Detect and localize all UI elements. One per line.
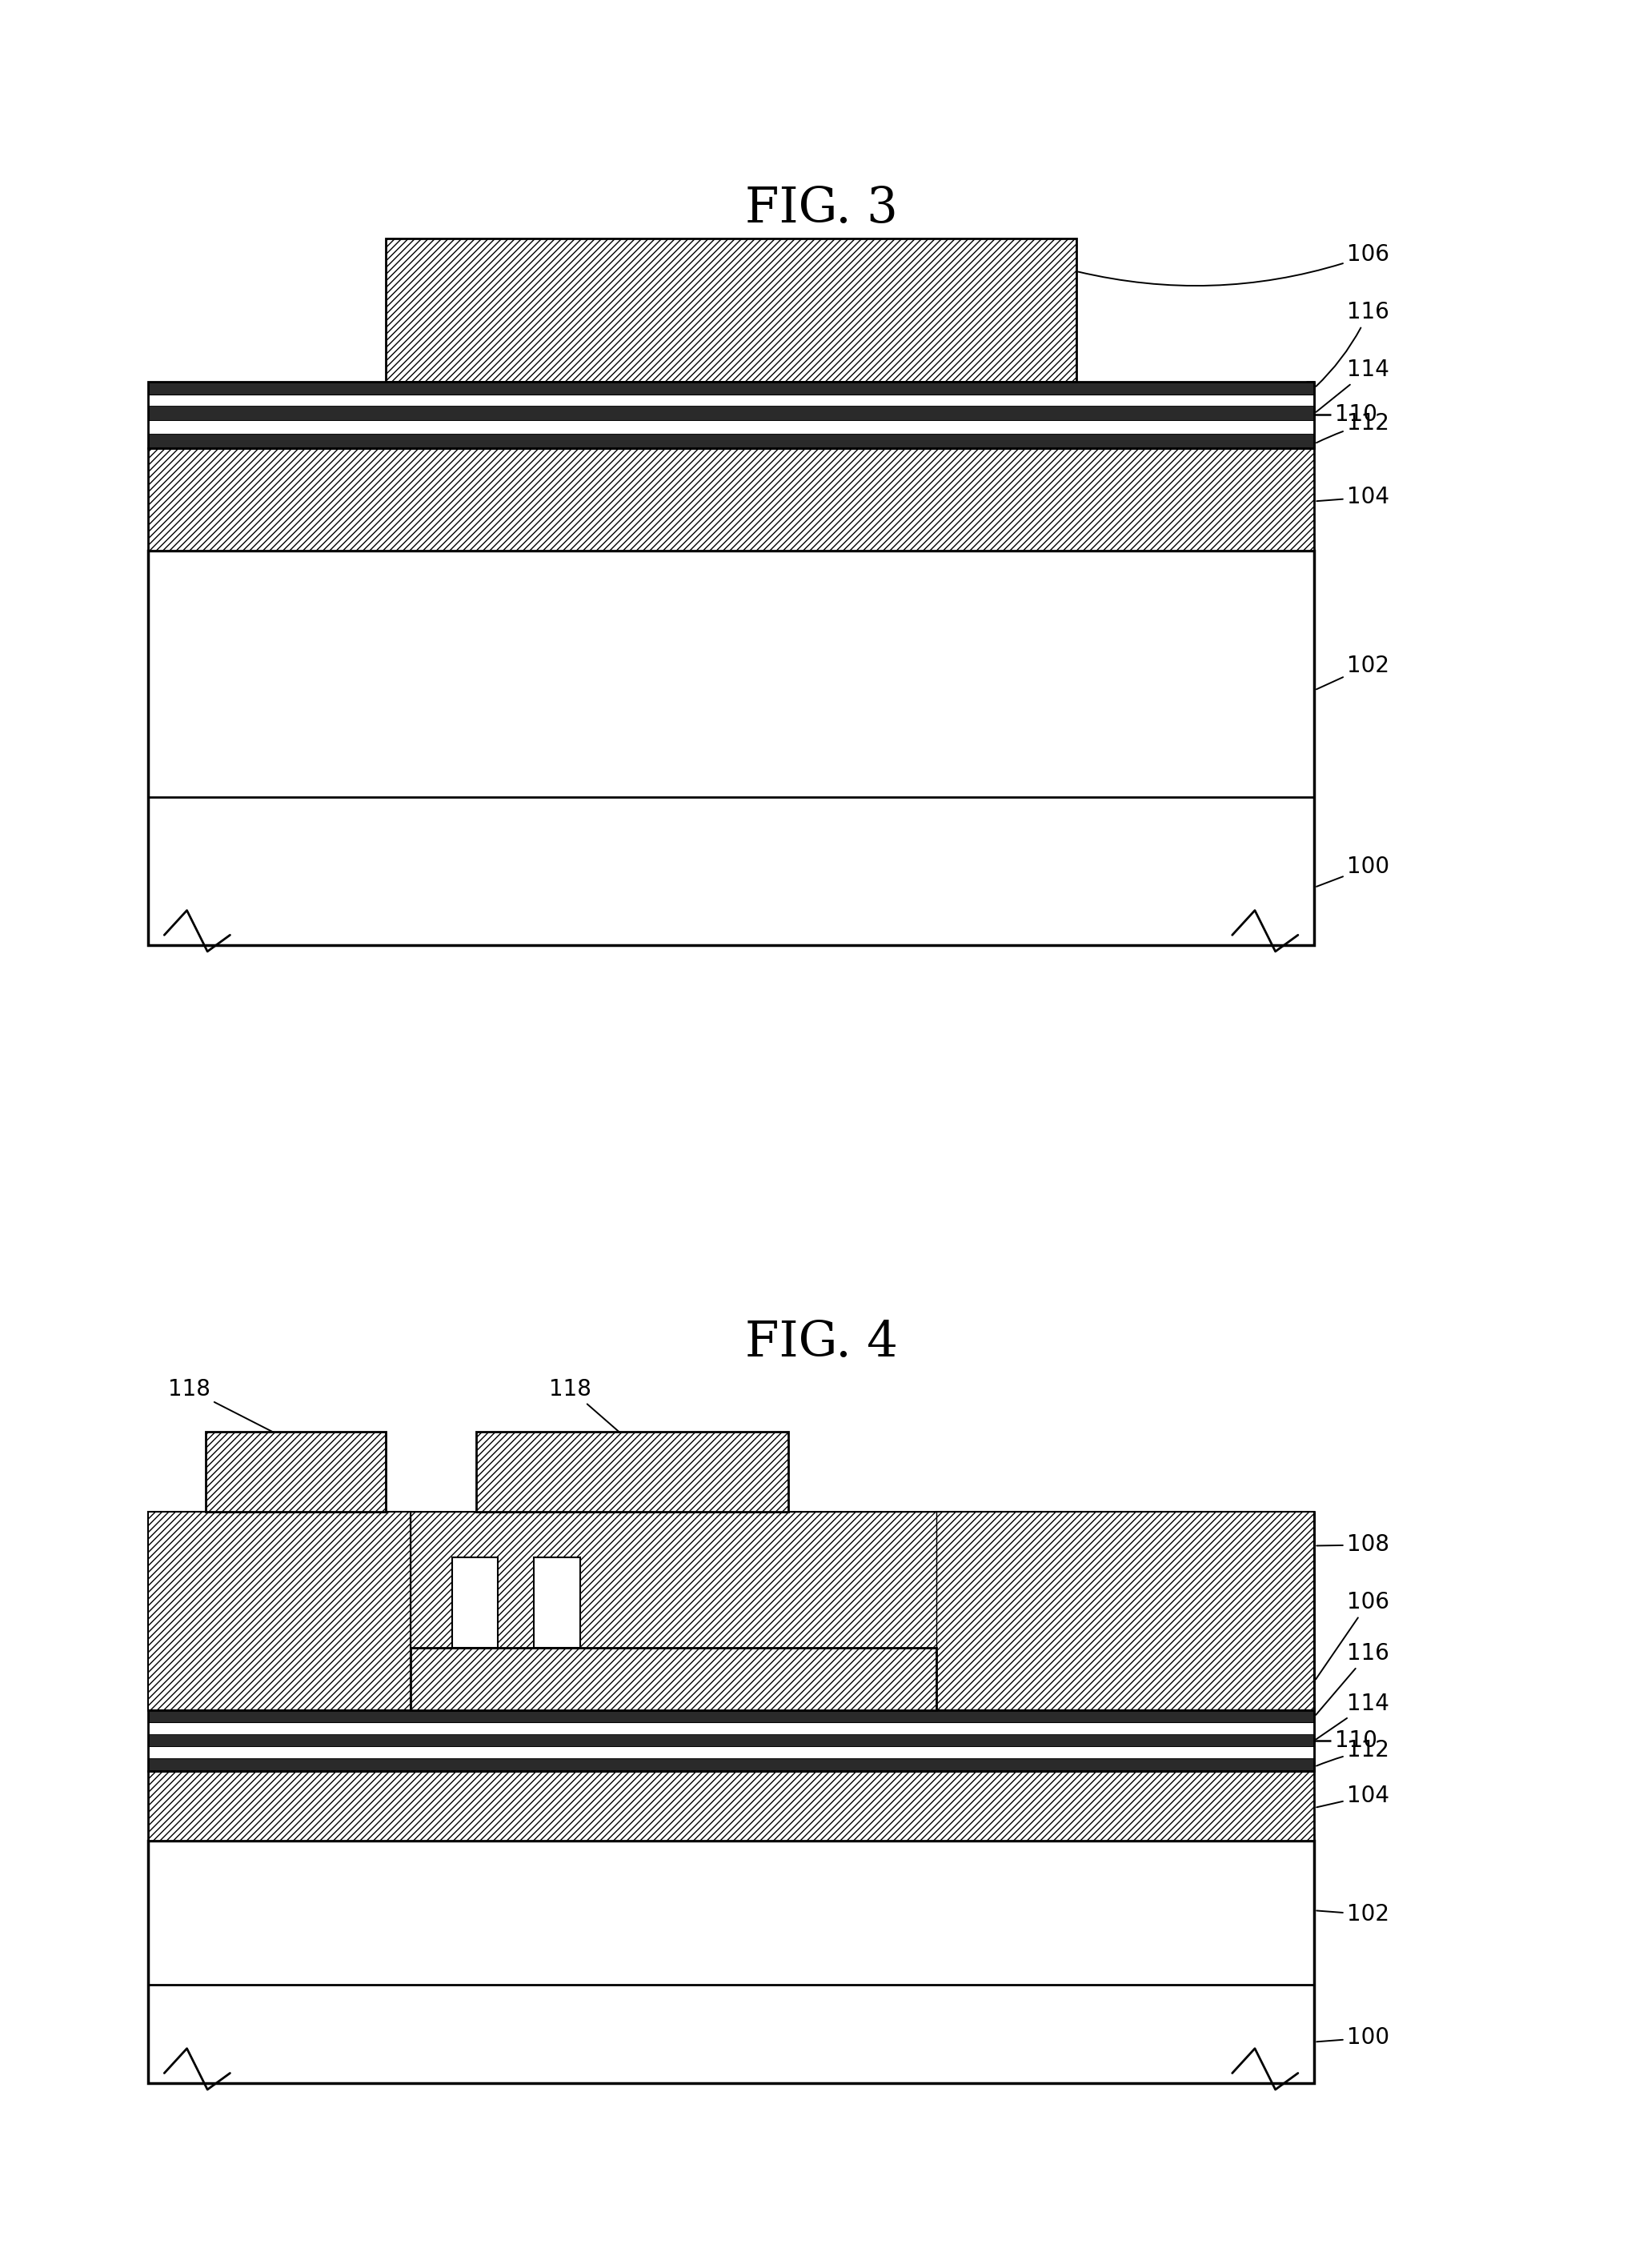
Text: 104: 104 [1316,485,1390,508]
Text: 112: 112 [1316,1740,1390,1767]
Bar [148,381,1314,447]
Bar [148,551,1314,946]
Text: 118: 118 [549,1379,631,1442]
Text: 114: 114 [1316,358,1390,413]
Bar [148,1513,1314,1710]
Text: 106: 106 [1316,1592,1390,1678]
Bar [148,1746,1314,1758]
Text: 104: 104 [1316,1785,1390,1808]
Bar [148,381,1314,395]
Bar [411,1513,937,1647]
Bar [148,433,1314,447]
Text: 108: 108 [1316,1533,1390,1556]
Bar [148,1758,1314,1771]
Text: 106: 106 [1078,243,1390,286]
Text: FIG. 3: FIG. 3 [746,186,897,234]
Bar [148,1733,1314,1746]
Bar [148,447,1314,551]
Text: 118: 118 [168,1379,294,1442]
Bar [148,1842,1314,2082]
Text: 110: 110 [1334,1728,1377,1751]
Bar [148,1771,1314,1842]
Bar [205,1431,386,1513]
Bar [148,395,1314,406]
Bar [534,1558,580,1647]
Bar [148,1710,1314,1771]
Text: 116: 116 [1316,302,1390,386]
Bar [148,1710,1314,1721]
Text: 114: 114 [1316,1692,1390,1740]
Text: FIG. 4: FIG. 4 [744,1320,899,1368]
Text: 100: 100 [1316,855,1390,887]
Bar [148,1721,1314,1733]
Bar [476,1431,789,1513]
Text: 102: 102 [1316,1903,1390,1926]
Bar [148,1513,411,1710]
Text: 112: 112 [1316,413,1390,442]
Bar [148,420,1314,433]
Bar [148,406,1314,420]
Text: 100: 100 [1316,2028,1390,2048]
Bar [937,1513,1314,1710]
Bar [411,1647,937,1710]
Text: 102: 102 [1316,655,1390,689]
Text: 120: 120 [649,1567,692,1590]
Bar [386,238,1076,381]
Text: 110: 110 [1334,404,1377,426]
Text: 116: 116 [1316,1642,1390,1715]
Bar [452,1558,498,1647]
Text: 122: 122 [271,1567,314,1590]
